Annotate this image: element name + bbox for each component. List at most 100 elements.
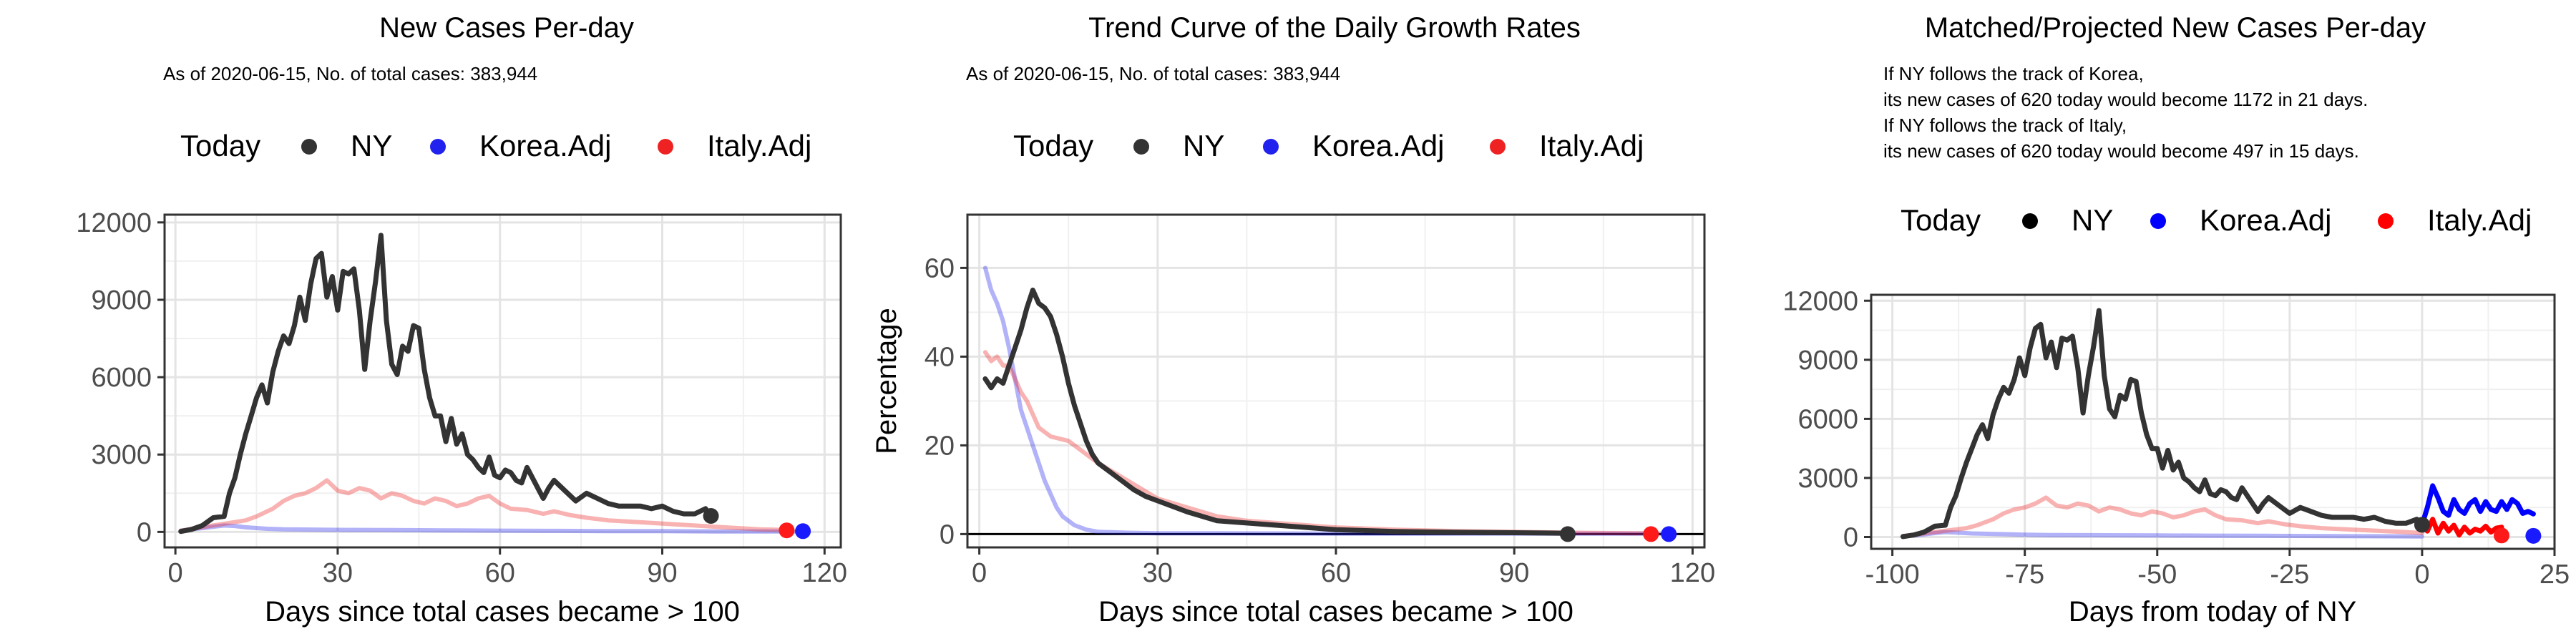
chart-growth-rates: Trend Curve of the Daily Growth Rates As… — [871, 12, 1715, 628]
today-marker-korea-adj — [1661, 526, 1677, 542]
legend-key-italy — [2378, 213, 2394, 229]
legend-title: Today — [1013, 129, 1093, 162]
x-tick-label: 60 — [485, 558, 515, 588]
legend-label-italy: Italy.Adj — [1539, 129, 1644, 162]
chart-subtitle: As of 2020-06-15, No. of total cases: 38… — [163, 63, 537, 84]
y-tick-label: 20 — [924, 431, 955, 461]
chart-projected-cases: Matched/Projected New Cases Per-day If N… — [1782, 12, 2570, 628]
today-marker-ny — [1559, 526, 1576, 542]
y-tick-label: 12000 — [1782, 286, 1858, 316]
today-marker-ny — [2414, 517, 2430, 533]
legend-label-korea: Korea.Adj — [479, 129, 611, 162]
x-tick-label: -50 — [2137, 560, 2177, 590]
subtitle-line: If NY follows the track of Korea, — [1883, 63, 2144, 84]
chart-new-cases: New Cases Per-day As of 2020-06-15, No. … — [76, 12, 847, 628]
legend-key-ny — [1133, 139, 1149, 155]
plot-area: 0 30 60 90 120 0 3000 6000 9000 12000 — [76, 208, 847, 588]
x-axis-label: Days since total cases became > 100 — [1098, 596, 1574, 628]
panel-border — [1870, 293, 2556, 550]
x-tick-label: 120 — [1670, 558, 1715, 588]
legend-label-korea: Korea.Adj — [1312, 129, 1444, 162]
legend-key-korea — [1263, 139, 1279, 155]
series-line-korea-adj — [1901, 530, 2424, 539]
series-line-korea-adj-projection — [2419, 483, 2536, 527]
y-tick-label: 6000 — [1797, 404, 1858, 434]
y-axis-label: Percentage — [871, 308, 902, 454]
panel-background — [165, 215, 841, 547]
today-marker-ny — [703, 508, 719, 525]
legend-key-korea — [430, 139, 446, 155]
chart-title: New Cases Per-day — [379, 12, 634, 44]
today-marker-korea-adj — [2525, 527, 2542, 544]
legend: Today NY Korea.Adj Italy.Adj — [1901, 203, 2532, 237]
x-tick-label: -75 — [2005, 560, 2044, 590]
x-tick-label: 90 — [1499, 558, 1529, 588]
chart-subtitle: As of 2020-06-15, No. of total cases: 38… — [966, 63, 1340, 84]
series-layer — [1900, 308, 2536, 540]
x-tick-label: 60 — [1321, 558, 1351, 588]
legend-key-ny — [301, 139, 317, 155]
y-tick-label: 3000 — [1797, 464, 1858, 494]
legend-title: Today — [1901, 203, 1981, 237]
x-tick-label: 0 — [168, 558, 183, 588]
legend-label-italy: Italy.Adj — [2427, 203, 2532, 237]
x-tick-label: 90 — [647, 558, 677, 588]
x-axis-label: Days since total cases became > 100 — [265, 596, 740, 628]
legend-key-italy — [658, 139, 673, 155]
y-tick-label: 0 — [1843, 522, 1858, 552]
series-line-italy-adj-projection — [2419, 517, 2504, 538]
y-tick-label: 0 — [940, 519, 955, 550]
series-line-korea-adj — [178, 523, 806, 534]
legend-key-korea — [2150, 213, 2166, 229]
plot-area: -100 -75 -50 -25 0 25 0 3000 6000 9000 12000 — [1782, 286, 2570, 590]
today-marker-korea-adj — [795, 523, 811, 540]
y-tick-label: 12000 — [76, 208, 152, 238]
x-tick-label: 30 — [323, 558, 353, 588]
x-tick-label: -100 — [1865, 560, 1920, 590]
panel-border — [163, 213, 842, 549]
legend-label-ny: NY — [351, 129, 392, 162]
series-layer — [982, 265, 1672, 536]
y-tick-label: 6000 — [91, 363, 152, 393]
x-tick-label: 0 — [972, 558, 987, 588]
legend: Today NY Korea.Adj Italy.Adj — [180, 129, 811, 162]
legend-title: Today — [180, 129, 260, 162]
y-tick-label: 3000 — [91, 440, 152, 470]
plot-area: 0 30 60 90 120 0 20 40 60 Percentage — [871, 213, 1715, 588]
y-tick-label: 9000 — [1797, 346, 1858, 376]
series-line-ny — [1900, 308, 2425, 540]
series-line-ny — [982, 287, 1571, 536]
today-marker-italy-adj — [2493, 527, 2509, 544]
x-tick-label: 120 — [802, 558, 847, 588]
y-tick-label: 60 — [924, 253, 955, 283]
x-tick-label: -25 — [2270, 560, 2309, 590]
series-line-italy-adj — [1901, 495, 2424, 539]
legend-label-ny: NY — [1183, 129, 1224, 162]
chart-title: Trend Curve of the Daily Growth Rates — [1088, 12, 1581, 44]
legend-key-italy — [1490, 139, 1506, 155]
x-tick-label: 25 — [2540, 560, 2570, 590]
series-line-italy-adj — [178, 478, 794, 533]
legend-key-ny — [2022, 213, 2038, 229]
chart-title: Matched/Projected New Cases Per-day — [1925, 12, 2426, 44]
x-tick-label: 0 — [2414, 560, 2429, 590]
x-axis-label: Days from today of NY — [2069, 596, 2356, 628]
series-line-ny — [178, 233, 714, 535]
today-marker-italy-adj — [779, 522, 795, 539]
legend-label-ny: NY — [2072, 203, 2113, 237]
subtitle-line: its new cases of 620 today would become … — [1883, 140, 2359, 162]
legend: Today NY Korea.Adj Italy.Adj — [1013, 129, 1644, 162]
series-layer — [178, 233, 806, 535]
y-tick-label: 40 — [924, 342, 955, 372]
subtitle-line: its new cases of 620 today would become … — [1883, 89, 2368, 110]
subtitle-line: If NY follows the track of Italy, — [1883, 114, 2127, 136]
today-marker-italy-adj — [1643, 526, 1659, 542]
y-tick-label: 9000 — [91, 286, 152, 316]
y-tick-label: 0 — [137, 517, 152, 547]
x-tick-label: 30 — [1143, 558, 1173, 588]
chart-subtitle: If NY follows the track of Korea, its ne… — [1883, 63, 2368, 162]
legend-label-italy: Italy.Adj — [707, 129, 811, 162]
series-line-korea-adj — [982, 265, 1672, 536]
legend-label-korea: Korea.Adj — [2200, 203, 2331, 237]
